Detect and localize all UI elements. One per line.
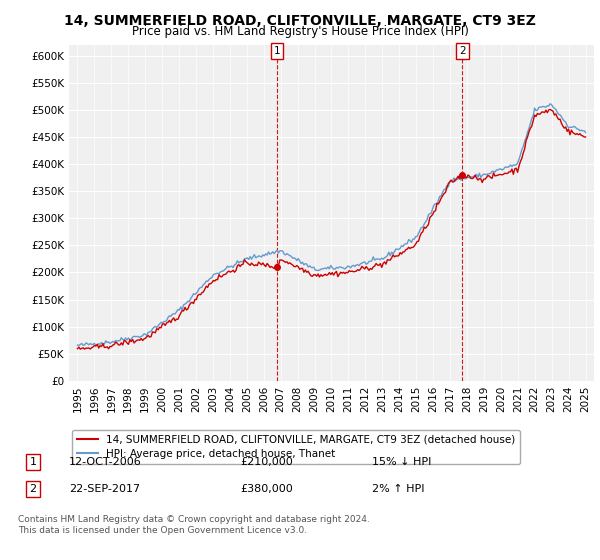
Text: 2: 2 [459, 46, 466, 57]
Text: 22-SEP-2017: 22-SEP-2017 [69, 484, 140, 494]
Text: 2% ↑ HPI: 2% ↑ HPI [372, 484, 425, 494]
Text: 2: 2 [29, 484, 37, 494]
Text: Price paid vs. HM Land Registry's House Price Index (HPI): Price paid vs. HM Land Registry's House … [131, 25, 469, 38]
Text: 1: 1 [29, 457, 37, 467]
Text: £210,000: £210,000 [240, 457, 293, 467]
Text: 14, SUMMERFIELD ROAD, CLIFTONVILLE, MARGATE, CT9 3EZ: 14, SUMMERFIELD ROAD, CLIFTONVILLE, MARG… [64, 14, 536, 28]
Text: 1: 1 [274, 46, 280, 57]
Text: Contains HM Land Registry data © Crown copyright and database right 2024.
This d: Contains HM Land Registry data © Crown c… [18, 515, 370, 535]
Text: 15% ↓ HPI: 15% ↓ HPI [372, 457, 431, 467]
Text: 12-OCT-2006: 12-OCT-2006 [69, 457, 142, 467]
Legend: 14, SUMMERFIELD ROAD, CLIFTONVILLE, MARGATE, CT9 3EZ (detached house), HPI: Aver: 14, SUMMERFIELD ROAD, CLIFTONVILLE, MARG… [71, 430, 520, 464]
Text: £380,000: £380,000 [240, 484, 293, 494]
